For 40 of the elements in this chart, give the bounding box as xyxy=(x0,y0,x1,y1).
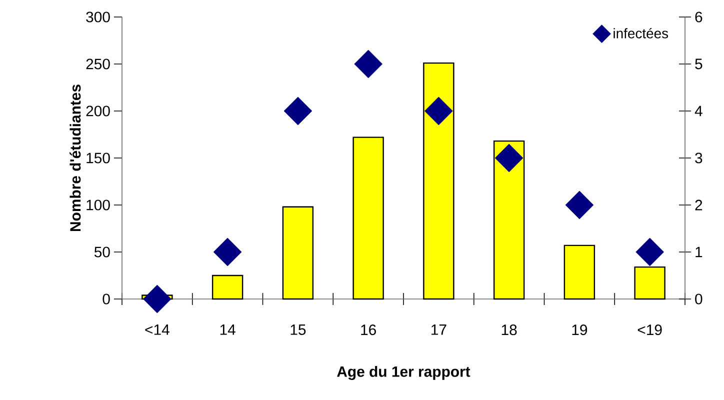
y2-tick-label: 3 xyxy=(695,152,702,164)
y2-tick-label: 4 xyxy=(694,106,702,116)
y-axis-title: Nombre d'étudiantes xyxy=(70,84,81,232)
y2-tick-label: 6 xyxy=(695,12,702,22)
x-axis-title: Age du 1er rapport xyxy=(337,366,470,380)
x-tick-label: <19 xyxy=(638,324,662,336)
y2-tick-label: 0 xyxy=(695,294,702,304)
point xyxy=(284,96,312,126)
y-tick-label: 150 xyxy=(86,152,110,164)
x-tick-label: 18 xyxy=(502,324,517,336)
y-tick-label: 100 xyxy=(86,200,110,210)
x-tick-label: <14 xyxy=(145,324,170,335)
point xyxy=(354,50,382,78)
bar xyxy=(564,244,596,300)
bar xyxy=(493,140,525,300)
y-tick-label: 0 xyxy=(102,294,110,304)
x-tick-label: 15 xyxy=(290,324,306,335)
point xyxy=(565,190,594,220)
y2-tick-label: 5 xyxy=(695,58,702,70)
point xyxy=(494,144,524,172)
y-tick-label: 50 xyxy=(94,246,110,258)
point xyxy=(143,284,172,314)
y2-tick-label: 1 xyxy=(696,246,702,258)
point xyxy=(424,96,453,126)
y2-tick-label: 2 xyxy=(695,200,702,210)
point xyxy=(636,238,664,266)
point xyxy=(213,238,242,266)
x-tick-label: 14 xyxy=(220,324,236,335)
y-tick-label: 300 xyxy=(86,12,110,22)
bar xyxy=(212,274,244,300)
x-tick-label: 19 xyxy=(572,324,588,336)
x-tick-label: 16 xyxy=(361,324,376,336)
bar xyxy=(423,62,454,300)
legend-label: infectées xyxy=(614,28,668,38)
bar xyxy=(282,206,314,300)
y-tick-label: 200 xyxy=(86,106,110,116)
bar xyxy=(634,266,666,300)
y-tick-label: 250 xyxy=(86,58,110,70)
x-tick-label: 17 xyxy=(432,324,446,335)
bar xyxy=(352,136,384,300)
